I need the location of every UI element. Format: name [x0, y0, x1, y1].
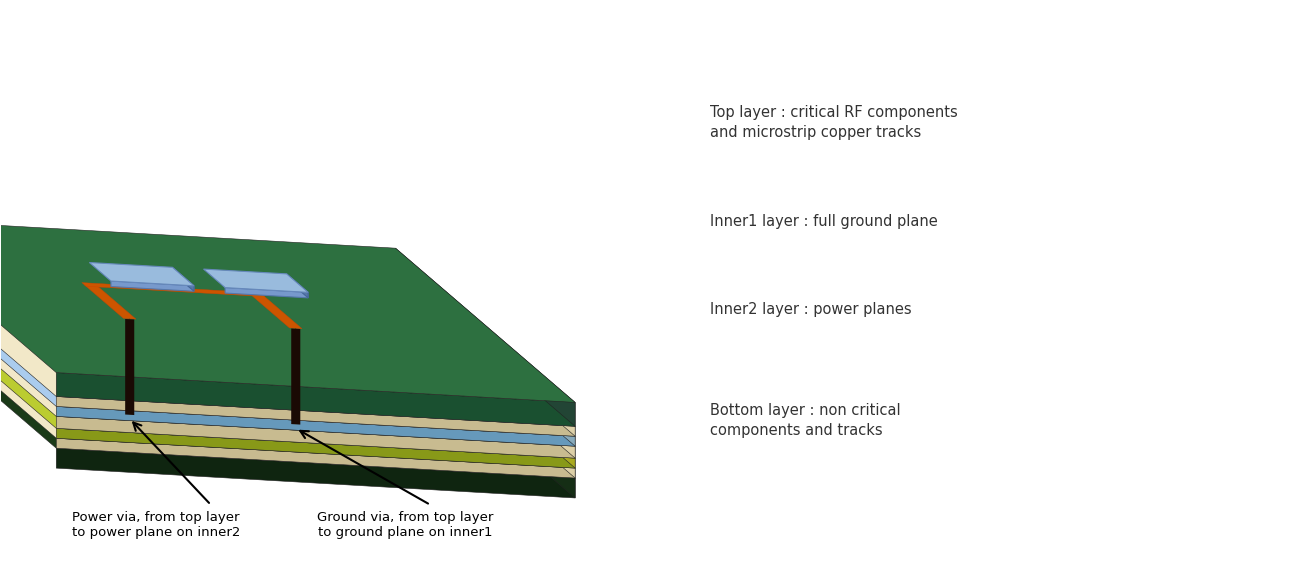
Text: Ground via, from top layer
to ground plane on inner1: Ground via, from top layer to ground pla…: [317, 511, 494, 539]
Polygon shape: [250, 294, 302, 329]
Polygon shape: [395, 282, 575, 446]
Polygon shape: [286, 274, 308, 298]
Polygon shape: [82, 282, 265, 297]
Polygon shape: [0, 284, 575, 468]
Polygon shape: [56, 439, 575, 478]
Polygon shape: [122, 415, 142, 422]
Polygon shape: [291, 359, 300, 365]
Polygon shape: [56, 373, 575, 426]
Polygon shape: [283, 377, 308, 391]
Polygon shape: [56, 448, 575, 498]
Polygon shape: [291, 328, 300, 425]
Polygon shape: [291, 381, 300, 387]
Polygon shape: [125, 319, 134, 415]
Polygon shape: [90, 262, 194, 286]
Polygon shape: [395, 292, 575, 458]
Text: Inner2 layer : power planes: Inner2 layer : power planes: [710, 302, 911, 317]
Polygon shape: [217, 367, 374, 402]
Text: Inner1 layer : full ground plane: Inner1 layer : full ground plane: [710, 214, 937, 230]
Polygon shape: [395, 304, 575, 468]
Polygon shape: [56, 397, 575, 436]
Text: Power via, from top layer
to power plane on inner2: Power via, from top layer to power plane…: [72, 511, 240, 539]
Polygon shape: [225, 288, 308, 298]
Polygon shape: [118, 424, 165, 445]
Text: Top layer : critical RF components
and microstrip copper tracks: Top layer : critical RF components and m…: [710, 105, 958, 139]
Polygon shape: [0, 252, 575, 436]
Polygon shape: [111, 281, 194, 291]
Polygon shape: [56, 428, 575, 468]
Polygon shape: [204, 269, 308, 292]
Polygon shape: [117, 345, 142, 360]
Polygon shape: [56, 406, 575, 446]
Polygon shape: [173, 267, 194, 291]
Polygon shape: [0, 218, 575, 402]
Polygon shape: [395, 314, 575, 478]
Polygon shape: [287, 424, 307, 432]
Polygon shape: [0, 274, 575, 458]
Polygon shape: [117, 367, 142, 382]
Polygon shape: [0, 294, 575, 478]
Polygon shape: [94, 402, 165, 427]
Polygon shape: [0, 262, 575, 446]
Polygon shape: [292, 425, 300, 428]
Polygon shape: [395, 272, 575, 436]
Polygon shape: [395, 248, 575, 426]
Polygon shape: [283, 354, 308, 370]
Polygon shape: [125, 371, 135, 378]
Text: Bottom layer : non critical
components and tracks: Bottom layer : non critical components a…: [710, 404, 901, 438]
Polygon shape: [395, 324, 575, 498]
Polygon shape: [0, 242, 575, 426]
Polygon shape: [125, 350, 135, 356]
Polygon shape: [84, 285, 136, 319]
Polygon shape: [126, 415, 134, 418]
Polygon shape: [51, 357, 208, 392]
Polygon shape: [56, 416, 575, 458]
